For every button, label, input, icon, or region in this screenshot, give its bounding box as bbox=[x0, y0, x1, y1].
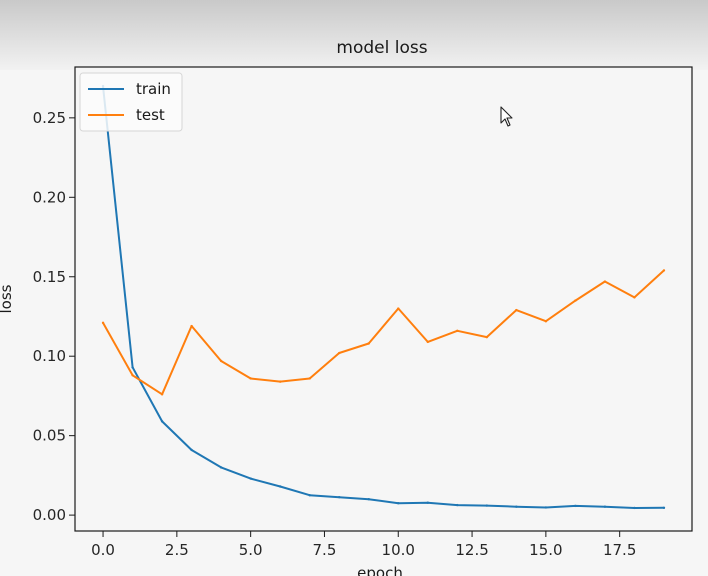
data-point-train bbox=[160, 420, 164, 423]
x-tick-label: 2.5 bbox=[165, 541, 189, 559]
data-point-train bbox=[278, 485, 282, 488]
y-tick-label: 0.00 bbox=[33, 506, 66, 524]
data-point-test bbox=[426, 340, 429, 344]
series-lines bbox=[101, 84, 666, 510]
data-point-train bbox=[190, 448, 193, 452]
data-point-train bbox=[426, 501, 429, 504]
data-point-test bbox=[160, 393, 164, 396]
data-point-test bbox=[219, 359, 223, 363]
y-tick-label: 0.15 bbox=[33, 268, 66, 286]
y-axis-label: loss bbox=[0, 284, 15, 313]
mouse-pointer-icon bbox=[500, 106, 513, 127]
legend-label-train: train bbox=[136, 80, 171, 98]
x-tick-label: 7.5 bbox=[313, 541, 337, 559]
x-tick-label: 0.0 bbox=[91, 541, 115, 559]
legend-label-test: test bbox=[136, 106, 165, 124]
data-point-train bbox=[397, 501, 400, 505]
data-point-train bbox=[544, 506, 548, 509]
data-point-test bbox=[633, 296, 636, 299]
x-tick-label: 10.0 bbox=[382, 541, 415, 559]
data-point-test bbox=[456, 329, 459, 332]
data-point-train bbox=[308, 494, 311, 497]
data-point-test bbox=[131, 374, 134, 377]
x-axis-label: epoch bbox=[357, 564, 403, 576]
data-point-test bbox=[485, 335, 489, 339]
legend-box bbox=[79, 72, 183, 132]
data-point-train bbox=[603, 505, 607, 508]
data-point-train bbox=[574, 504, 577, 508]
data-point-test bbox=[338, 351, 341, 355]
x-tick-label: 17.5 bbox=[603, 541, 636, 559]
x-tick-label: 5.0 bbox=[239, 541, 263, 559]
y-tick-label: 0.10 bbox=[33, 347, 66, 365]
x-tick-label: 12.5 bbox=[455, 541, 488, 559]
data-point-train bbox=[662, 506, 666, 509]
data-point-test bbox=[662, 269, 666, 272]
data-point-train bbox=[485, 504, 489, 507]
data-point-test bbox=[544, 320, 548, 323]
data-point-train bbox=[249, 477, 252, 480]
x-tick-label: 15.0 bbox=[529, 541, 562, 559]
data-point-test bbox=[603, 280, 607, 283]
data-point-train bbox=[515, 505, 518, 508]
window-top-shade bbox=[0, 0, 708, 70]
plot-area bbox=[74, 66, 693, 532]
data-point-test bbox=[190, 324, 193, 328]
data-point-train bbox=[219, 466, 223, 469]
data-point-train bbox=[338, 495, 341, 499]
y-tick-label: 0.25 bbox=[33, 109, 66, 127]
data-point-test bbox=[278, 380, 282, 383]
y-axis: 0.00 0.05 0.10 0.15 0.20 0.25 bbox=[33, 109, 75, 524]
data-point-test bbox=[101, 321, 105, 325]
data-point-train bbox=[131, 366, 134, 369]
data-point-test bbox=[574, 299, 577, 302]
legend: train test bbox=[79, 72, 183, 132]
y-tick-label: 0.05 bbox=[33, 427, 66, 445]
chart-title: model loss bbox=[336, 38, 427, 58]
series-line-test bbox=[102, 269, 665, 396]
x-axis: 0.0 2.5 5.0 7.5 10.0 12.5 15.0 17.5 bbox=[91, 531, 636, 559]
data-point-test bbox=[397, 307, 400, 310]
data-point-train bbox=[367, 498, 370, 501]
data-point-train bbox=[633, 506, 636, 510]
data-point-test bbox=[515, 308, 518, 312]
data-point-train bbox=[456, 503, 459, 507]
y-tick-label: 0.20 bbox=[33, 188, 66, 206]
data-point-test bbox=[308, 377, 311, 380]
data-point-test bbox=[249, 377, 252, 380]
series-line-train bbox=[102, 85, 665, 509]
data-point-test bbox=[367, 342, 370, 345]
